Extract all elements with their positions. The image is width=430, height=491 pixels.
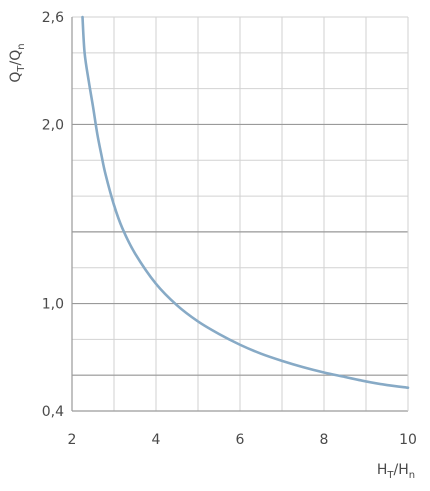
series-line bbox=[81, 15, 410, 390]
series-layer bbox=[81, 15, 410, 390]
y-tick-label: 1,0 bbox=[42, 297, 64, 313]
x-axis-title: HT/Hn bbox=[377, 462, 415, 481]
y-tick-label: 2,0 bbox=[42, 117, 64, 133]
x-tick-label: 10 bbox=[399, 432, 417, 448]
x-tick-label: 6 bbox=[236, 432, 245, 448]
x-tick-label: 4 bbox=[152, 432, 161, 448]
y-axis-title: QT/Qn bbox=[8, 43, 27, 82]
grid bbox=[71, 16, 409, 412]
tick-labels: 2 4 6 8 10 0,4 1,0 2,0 2,6 bbox=[42, 10, 417, 448]
x-tick-label: 2 bbox=[68, 432, 77, 448]
y-tick-label: 2,6 bbox=[42, 10, 64, 26]
x-tick-label: 8 bbox=[320, 432, 329, 448]
y-tick-label: 0,4 bbox=[42, 404, 64, 420]
